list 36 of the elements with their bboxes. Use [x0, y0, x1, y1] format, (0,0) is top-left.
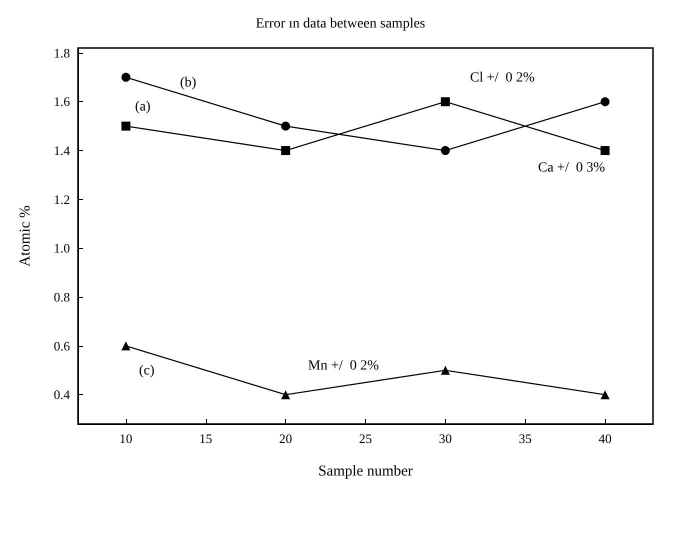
- annotation: (a): [135, 100, 151, 114]
- point: [440, 146, 450, 156]
- y-axis-title: Atomic %: [18, 205, 34, 267]
- x-tick-label: 25: [359, 431, 372, 446]
- point: [600, 97, 610, 106]
- y-tick-label: 1.0: [54, 240, 70, 256]
- x-tick-label: 10: [119, 431, 132, 446]
- point: [121, 72, 130, 82]
- x-tick-label: 30: [438, 431, 452, 446]
- point: [281, 122, 290, 131]
- x-tick-label: 15: [199, 431, 212, 446]
- y-tick-label: 1.4: [54, 143, 70, 158]
- y-tick-label: 0.6: [54, 338, 70, 354]
- y-tick-label: 0.8: [54, 290, 70, 305]
- point: [440, 97, 450, 106]
- x-tick-label: 40: [598, 431, 612, 446]
- annotation: Mn +/ 0 2%: [308, 358, 380, 374]
- point: [440, 366, 450, 375]
- annotation: (b): [180, 76, 197, 90]
- point: [121, 341, 130, 350]
- annotation: (c): [139, 364, 155, 378]
- point: [281, 146, 290, 156]
- y-tick-label: 1.6: [54, 94, 70, 110]
- x-tick-label: 35: [518, 431, 532, 446]
- point: [600, 390, 610, 400]
- x-tick-label: 20: [279, 431, 292, 446]
- y-tick-label: 0.4: [54, 387, 70, 402]
- x-axis-title: Sample number: [318, 464, 413, 480]
- annotation: Ca +/ 0 3%: [538, 160, 606, 176]
- y-tick-label: 1.8: [54, 45, 70, 60]
- annotation: Cl +/ 0 2%: [470, 70, 536, 86]
- point: [600, 146, 610, 156]
- point: [121, 122, 130, 131]
- point: [281, 390, 290, 400]
- chart-title: Error ın data between samples: [256, 16, 426, 32]
- y-tick-label: 1.2: [54, 192, 70, 207]
